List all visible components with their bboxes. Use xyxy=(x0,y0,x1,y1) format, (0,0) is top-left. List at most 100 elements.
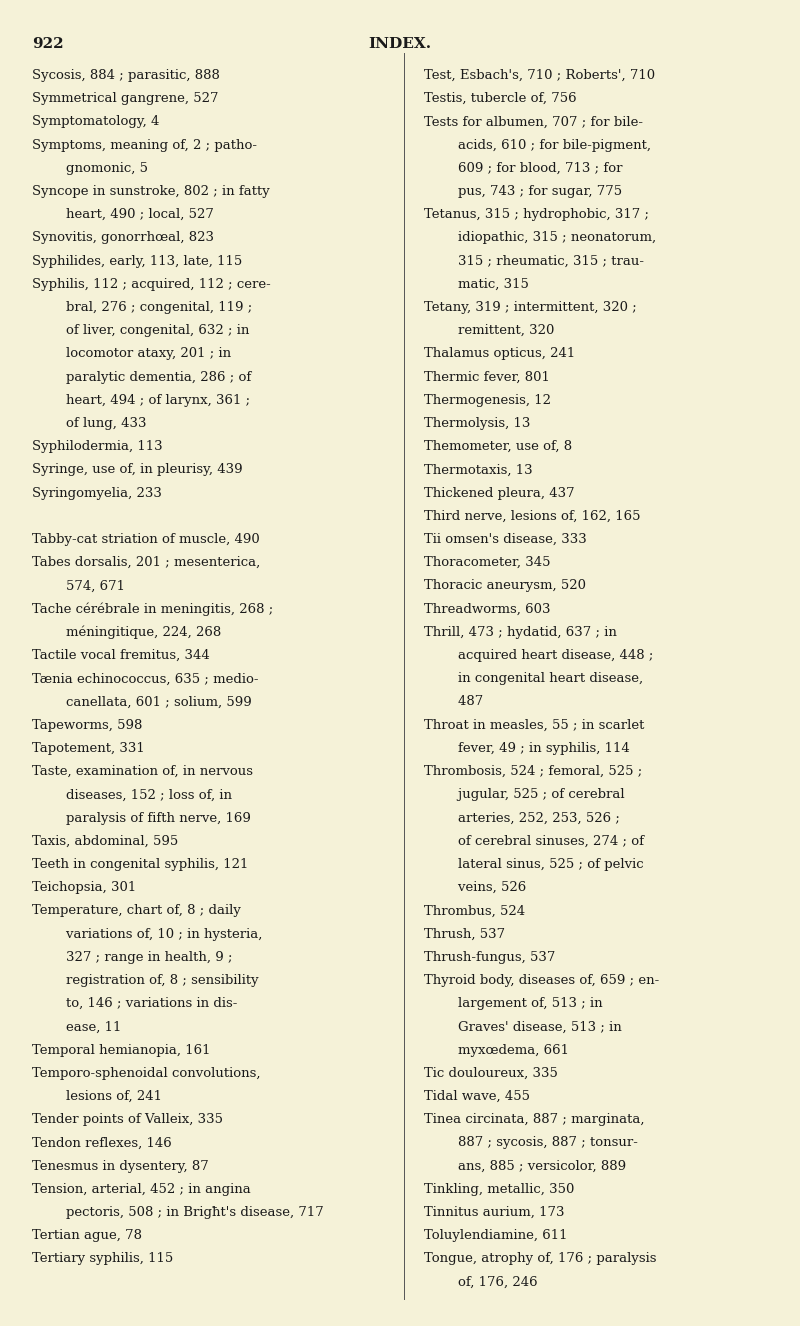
Text: veins, 526: veins, 526 xyxy=(424,882,526,894)
Text: acquired heart disease, 448 ;: acquired heart disease, 448 ; xyxy=(424,650,654,662)
Text: Taxis, abdominal, 595: Taxis, abdominal, 595 xyxy=(32,835,178,847)
Text: idiopathic, 315 ; neonatorum,: idiopathic, 315 ; neonatorum, xyxy=(424,232,656,244)
Text: arteries, 252, 253, 526 ;: arteries, 252, 253, 526 ; xyxy=(424,812,620,825)
Text: locomotor ataxy, 201 ; in: locomotor ataxy, 201 ; in xyxy=(32,347,231,361)
Text: of liver, congenital, 632 ; in: of liver, congenital, 632 ; in xyxy=(32,325,250,337)
Text: pectoris, 508 ; in Brigħt's disease, 717: pectoris, 508 ; in Brigħt's disease, 717 xyxy=(32,1207,324,1219)
Text: diseases, 152 ; loss of, in: diseases, 152 ; loss of, in xyxy=(32,789,232,801)
Text: Thickened pleura, 437: Thickened pleura, 437 xyxy=(424,487,574,500)
Text: Tabes dorsalis, 201 ; mesenterica,: Tabes dorsalis, 201 ; mesenterica, xyxy=(32,557,260,569)
Text: Test, Esbach's, 710 ; Roberts', 710: Test, Esbach's, 710 ; Roberts', 710 xyxy=(424,69,655,82)
Text: paralytic dementia, 286 ; of: paralytic dementia, 286 ; of xyxy=(32,371,251,383)
Text: Syringomyelia, 233: Syringomyelia, 233 xyxy=(32,487,162,500)
Text: of cerebral sinuses, 274 ; of: of cerebral sinuses, 274 ; of xyxy=(424,835,644,847)
Text: Temperature, chart of, 8 ; daily: Temperature, chart of, 8 ; daily xyxy=(32,904,241,918)
Text: 315 ; rheumatic, 315 ; trau-: 315 ; rheumatic, 315 ; trau- xyxy=(424,255,644,268)
Text: Syringe, use of, in pleurisy, 439: Syringe, use of, in pleurisy, 439 xyxy=(32,464,242,476)
Text: Tendon reflexes, 146: Tendon reflexes, 146 xyxy=(32,1136,172,1150)
Text: Teeth in congenital syphilis, 121: Teeth in congenital syphilis, 121 xyxy=(32,858,248,871)
Text: Threadworms, 603: Threadworms, 603 xyxy=(424,603,550,615)
Text: Synovitis, gonorrhœal, 823: Synovitis, gonorrhœal, 823 xyxy=(32,232,214,244)
Text: ease, 11: ease, 11 xyxy=(32,1021,122,1033)
Text: to, 146 ; variations in dis-: to, 146 ; variations in dis- xyxy=(32,997,238,1010)
Text: Syncope in sunstroke, 802 ; in fatty: Syncope in sunstroke, 802 ; in fatty xyxy=(32,186,270,198)
Text: Thrush-fungus, 537: Thrush-fungus, 537 xyxy=(424,951,555,964)
Text: matic, 315: matic, 315 xyxy=(424,278,529,290)
Text: Thalamus opticus, 241: Thalamus opticus, 241 xyxy=(424,347,575,361)
Text: Syphilis, 112 ; acquired, 112 ; cere-: Syphilis, 112 ; acquired, 112 ; cere- xyxy=(32,278,270,290)
Text: in congenital heart disease,: in congenital heart disease, xyxy=(424,672,643,686)
Text: méningitique, 224, 268: méningitique, 224, 268 xyxy=(32,626,222,639)
Text: acids, 610 ; for bile-pigment,: acids, 610 ; for bile-pigment, xyxy=(424,139,651,151)
Text: Tii omsen's disease, 333: Tii omsen's disease, 333 xyxy=(424,533,586,546)
Text: Thermic fever, 801: Thermic fever, 801 xyxy=(424,371,550,383)
Text: canellata, 601 ; solium, 599: canellata, 601 ; solium, 599 xyxy=(32,696,252,708)
Text: Thermotaxis, 13: Thermotaxis, 13 xyxy=(424,464,533,476)
Text: Symptoms, meaning of, 2 ; patho-: Symptoms, meaning of, 2 ; patho- xyxy=(32,139,257,151)
Text: Thoracic aneurysm, 520: Thoracic aneurysm, 520 xyxy=(424,579,586,593)
Text: heart, 494 ; of larynx, 361 ;: heart, 494 ; of larynx, 361 ; xyxy=(32,394,250,407)
Text: heart, 490 ; local, 527: heart, 490 ; local, 527 xyxy=(32,208,214,221)
Text: Tactile vocal fremitus, 344: Tactile vocal fremitus, 344 xyxy=(32,650,210,662)
Text: Tabby-cat striation of muscle, 490: Tabby-cat striation of muscle, 490 xyxy=(32,533,260,546)
Text: Thermogenesis, 12: Thermogenesis, 12 xyxy=(424,394,551,407)
Text: paralysis of fifth nerve, 169: paralysis of fifth nerve, 169 xyxy=(32,812,251,825)
Text: Sycosis, 884 ; parasitic, 888: Sycosis, 884 ; parasitic, 888 xyxy=(32,69,220,82)
Text: 609 ; for blood, 713 ; for: 609 ; for blood, 713 ; for xyxy=(424,162,622,175)
Text: Tension, arterial, 452 ; in angina: Tension, arterial, 452 ; in angina xyxy=(32,1183,250,1196)
Text: ans, 885 ; versicolor, 889: ans, 885 ; versicolor, 889 xyxy=(424,1160,626,1172)
Text: Symptomatology, 4: Symptomatology, 4 xyxy=(32,115,159,129)
Text: of, 176, 246: of, 176, 246 xyxy=(424,1276,538,1289)
Text: jugular, 525 ; of cerebral: jugular, 525 ; of cerebral xyxy=(424,789,625,801)
Text: Tænia echinococcus, 635 ; medio-: Tænia echinococcus, 635 ; medio- xyxy=(32,672,258,686)
Text: INDEX.: INDEX. xyxy=(369,37,431,52)
Text: Tertiary syphilis, 115: Tertiary syphilis, 115 xyxy=(32,1253,174,1265)
Text: Thrombus, 524: Thrombus, 524 xyxy=(424,904,525,918)
Text: 887 ; sycosis, 887 ; tonsur-: 887 ; sycosis, 887 ; tonsur- xyxy=(424,1136,638,1150)
Text: Tinnitus aurium, 173: Tinnitus aurium, 173 xyxy=(424,1207,565,1219)
Text: Tic douloureux, 335: Tic douloureux, 335 xyxy=(424,1067,558,1079)
Text: Thoracometer, 345: Thoracometer, 345 xyxy=(424,557,550,569)
Text: Thyroid body, diseases of, 659 ; en-: Thyroid body, diseases of, 659 ; en- xyxy=(424,975,659,987)
Text: Tetanus, 315 ; hydrophobic, 317 ;: Tetanus, 315 ; hydrophobic, 317 ; xyxy=(424,208,649,221)
Text: Throat in measles, 55 ; in scarlet: Throat in measles, 55 ; in scarlet xyxy=(424,719,644,732)
Text: Tertian ague, 78: Tertian ague, 78 xyxy=(32,1229,142,1242)
Text: Teichopsia, 301: Teichopsia, 301 xyxy=(32,882,136,894)
Text: Thrombosis, 524 ; femoral, 525 ;: Thrombosis, 524 ; femoral, 525 ; xyxy=(424,765,642,778)
Text: 922: 922 xyxy=(32,37,64,52)
Text: variations of, 10 ; in hysteria,: variations of, 10 ; in hysteria, xyxy=(32,928,262,940)
Text: registration of, 8 ; sensibility: registration of, 8 ; sensibility xyxy=(32,975,258,987)
Text: Tongue, atrophy of, 176 ; paralysis: Tongue, atrophy of, 176 ; paralysis xyxy=(424,1253,657,1265)
Text: lesions of, 241: lesions of, 241 xyxy=(32,1090,162,1103)
Text: Syphilodermia, 113: Syphilodermia, 113 xyxy=(32,440,162,453)
Text: Graves' disease, 513 ; in: Graves' disease, 513 ; in xyxy=(424,1021,622,1033)
Text: Toluylendiamine, 611: Toluylendiamine, 611 xyxy=(424,1229,567,1242)
Text: Tests for albumen, 707 ; for bile-: Tests for albumen, 707 ; for bile- xyxy=(424,115,643,129)
Text: Thrill, 473 ; hydatid, 637 ; in: Thrill, 473 ; hydatid, 637 ; in xyxy=(424,626,617,639)
Text: Tetany, 319 ; intermittent, 320 ;: Tetany, 319 ; intermittent, 320 ; xyxy=(424,301,637,314)
Text: Testis, tubercle of, 756: Testis, tubercle of, 756 xyxy=(424,93,577,105)
Text: of lung, 433: of lung, 433 xyxy=(32,418,146,430)
Text: 487: 487 xyxy=(424,696,483,708)
Text: Tapotement, 331: Tapotement, 331 xyxy=(32,743,145,754)
Text: Tache cérébrale in meningitis, 268 ;: Tache cérébrale in meningitis, 268 ; xyxy=(32,603,274,617)
Text: Tapeworms, 598: Tapeworms, 598 xyxy=(32,719,142,732)
Text: Tinea circinata, 887 ; marginata,: Tinea circinata, 887 ; marginata, xyxy=(424,1114,645,1126)
Text: gnomonic, 5: gnomonic, 5 xyxy=(32,162,148,175)
Text: Taste, examination of, in nervous: Taste, examination of, in nervous xyxy=(32,765,253,778)
Text: fever, 49 ; in syphilis, 114: fever, 49 ; in syphilis, 114 xyxy=(424,743,630,754)
Text: Temporo-sphenoidal convolutions,: Temporo-sphenoidal convolutions, xyxy=(32,1067,261,1079)
Text: Syphilides, early, 113, late, 115: Syphilides, early, 113, late, 115 xyxy=(32,255,242,268)
Text: lateral sinus, 525 ; of pelvic: lateral sinus, 525 ; of pelvic xyxy=(424,858,644,871)
Text: Symmetrical gangrene, 527: Symmetrical gangrene, 527 xyxy=(32,93,218,105)
Text: Tidal wave, 455: Tidal wave, 455 xyxy=(424,1090,530,1103)
Text: Tenesmus in dysentery, 87: Tenesmus in dysentery, 87 xyxy=(32,1160,209,1172)
Text: Thermolysis, 13: Thermolysis, 13 xyxy=(424,418,530,430)
Text: Third nerve, lesions of, 162, 165: Third nerve, lesions of, 162, 165 xyxy=(424,511,641,522)
Text: bral, 276 ; congenital, 119 ;: bral, 276 ; congenital, 119 ; xyxy=(32,301,252,314)
Text: Tinkling, metallic, 350: Tinkling, metallic, 350 xyxy=(424,1183,574,1196)
Text: Temporal hemianopia, 161: Temporal hemianopia, 161 xyxy=(32,1044,210,1057)
Text: largement of, 513 ; in: largement of, 513 ; in xyxy=(424,997,602,1010)
Text: pus, 743 ; for sugar, 775: pus, 743 ; for sugar, 775 xyxy=(424,186,622,198)
Text: myxœdema, 661: myxœdema, 661 xyxy=(424,1044,569,1057)
